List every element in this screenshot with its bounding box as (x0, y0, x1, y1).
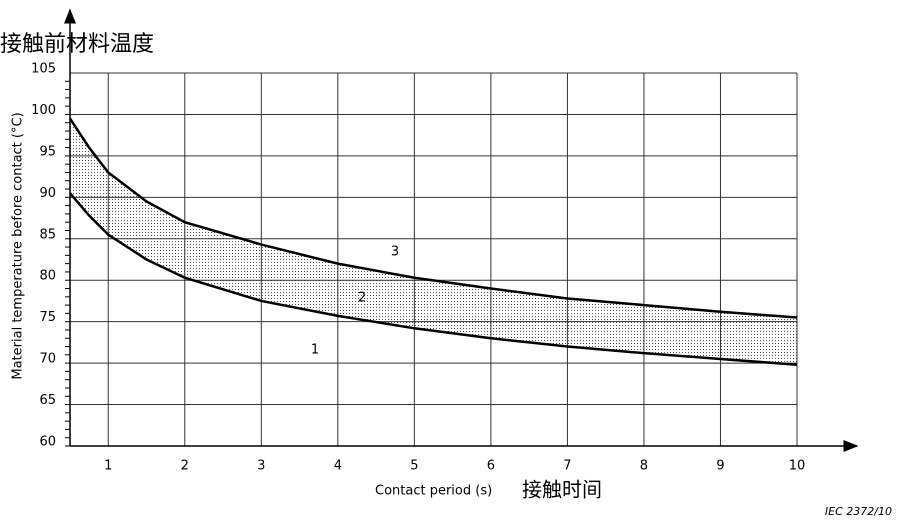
x-tick-label: 3 (257, 459, 265, 474)
y-tick-label: 80 (39, 269, 56, 284)
y-tick-label: 105 (31, 62, 56, 77)
curve (69, 192, 798, 367)
chart-title: 接触前材料温度 (0, 32, 154, 57)
y-tick-label: 75 (39, 310, 56, 325)
curve (68, 117, 798, 319)
y-tick-label: 70 (39, 352, 56, 367)
x-tick-label: 7 (563, 459, 571, 474)
footnote: IEC 2372/10 (825, 505, 892, 518)
y-tick-label: 85 (39, 227, 56, 242)
x-tick-label: 4 (334, 459, 342, 474)
y-tick-label: 95 (39, 144, 56, 159)
y-tick-label: 65 (39, 393, 56, 408)
x-tick-label: 9 (716, 459, 724, 474)
y-tick-label: 60 (39, 435, 56, 450)
x-tick-label: 10 (789, 459, 806, 474)
x-axis-label-cn: 接触时间 (522, 478, 602, 502)
y-tick-label: 100 (31, 103, 56, 118)
band-label: 2 (358, 291, 366, 306)
x-tick-label: 5 (410, 459, 418, 474)
y-axis-label: Material temperature before contact (°C) (11, 112, 26, 379)
y-tick-label: 90 (39, 186, 56, 201)
x-axis-label: Contact period (s) (375, 484, 492, 499)
x-tick-label: 2 (181, 459, 189, 474)
curve-label: 1 (311, 343, 319, 358)
curve-label: 3 (391, 245, 399, 260)
x-tick-label: 1 (104, 459, 112, 474)
x-tick-label: 8 (640, 459, 648, 474)
x-tick-label: 6 (487, 459, 495, 474)
